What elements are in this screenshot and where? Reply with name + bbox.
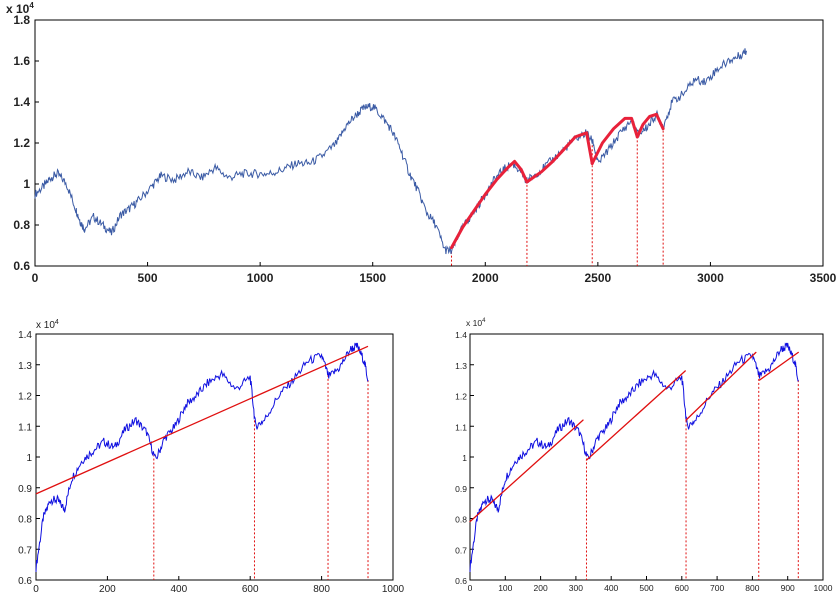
- y-tick-label: 1.2: [455, 392, 467, 402]
- x-tick-label: 800: [313, 584, 330, 595]
- y-tick-label: 0.8: [18, 515, 32, 526]
- x-tick-label: 200: [534, 583, 548, 593]
- y-tick-label: 1: [23, 177, 30, 191]
- price-series-line: [469, 342, 799, 573]
- y-tick-label: 1.2: [13, 136, 30, 150]
- x-tick-label: 300: [569, 583, 583, 593]
- trend-segment-line: [525, 131, 594, 184]
- x-tick-label: 800: [745, 583, 759, 593]
- price-series-line: [35, 342, 369, 573]
- y-tick-label: 1.8: [13, 13, 30, 27]
- x-tick-label: 3000: [697, 271, 724, 285]
- top-x-ticks: 0 500 1000 1500 2000 2500 3000 3500: [32, 262, 837, 285]
- x-tick-label: 500: [639, 583, 653, 593]
- trend-segment-line: [590, 116, 639, 165]
- trend-line: [35, 345, 369, 495]
- y-tick-label: 1.4: [455, 330, 467, 340]
- x-tick-label: 2000: [472, 271, 499, 285]
- x-tick-label: 100: [498, 583, 512, 593]
- top-series: [34, 48, 747, 255]
- trend-segment-line: [758, 351, 799, 381]
- y-tick-label: 0.8: [13, 218, 30, 232]
- y-tick-label: 0.8: [455, 515, 467, 525]
- top-exponent-label: x 104: [6, 1, 34, 16]
- y-tick-label: 1: [26, 453, 32, 464]
- bl-series: [35, 342, 369, 573]
- br-series: [469, 342, 799, 573]
- br-break-markers: [585, 374, 799, 580]
- y-tick-label: 1.1: [18, 422, 32, 433]
- y-tick-label: 0.6: [18, 576, 32, 587]
- y-tick-label: 0.6: [455, 576, 467, 586]
- y-tick-label: 1.2: [18, 392, 32, 403]
- x-tick-label: 600: [675, 583, 689, 593]
- y-tick-label: 1.3: [455, 361, 467, 371]
- x-tick-label: 700: [710, 583, 724, 593]
- x-tick-label: 500: [138, 271, 158, 285]
- y-tick-label: 0.7: [455, 545, 467, 555]
- br-x-ticks: 0 100 200 300 400 500 600 700 800 900 1000: [468, 576, 833, 593]
- y-tick-label: 1.3: [18, 361, 32, 372]
- trend-segment-line: [450, 159, 529, 250]
- y-tick-label: 0.9: [18, 484, 32, 495]
- br-exponent-label: x 104: [466, 318, 486, 328]
- bl-exponent-label: x 104: [36, 319, 59, 331]
- price-series-line: [34, 48, 747, 255]
- x-tick-label: 0: [32, 271, 39, 285]
- x-tick-label: 3500: [810, 271, 837, 285]
- x-tick-label: 400: [604, 583, 618, 593]
- y-tick-label: 0.9: [455, 484, 467, 494]
- bl-break-markers: [153, 374, 369, 580]
- y-tick-label: 0.7: [18, 545, 32, 556]
- y-tick-label: 1.4: [13, 95, 30, 109]
- x-tick-label: 0: [468, 583, 473, 593]
- bottom-right-panel: x 104 0 100 200 300 400 500 600 700 800 900 1000 0…: [455, 318, 833, 593]
- x-tick-label: 600: [242, 584, 259, 595]
- bl-y-ticks: 0.6 0.7 0.8 0.9 1 1.1 1.2 1.3 1.4: [18, 330, 40, 587]
- trend-segment-line: [585, 370, 686, 461]
- y-tick-label: 0.6: [13, 259, 30, 273]
- br-y-ticks: 0.6 0.7 0.8 0.9 1 1.1 1.2 1.3 1.4: [455, 330, 474, 586]
- trend-segment-line: [685, 351, 757, 421]
- y-tick-label: 1: [462, 453, 467, 463]
- y-tick-label: 1.1: [455, 422, 467, 432]
- trend-segment-line: [635, 112, 665, 139]
- x-tick-label: 400: [170, 584, 187, 595]
- x-tick-label: 200: [99, 584, 116, 595]
- top-panel: x 104 0 500 1000 1500 2000 2500 3000 3500 0.60.…: [6, 1, 837, 285]
- x-tick-label: 0: [33, 584, 39, 595]
- bl-x-ticks: 0 200 400 600 800 1000: [33, 576, 405, 595]
- x-tick-label: 1000: [247, 271, 274, 285]
- y-tick-label: 1.6: [13, 54, 30, 68]
- x-tick-label: 1000: [382, 584, 405, 595]
- top-axes-box: [34, 19, 824, 267]
- y-tick-label: 1.4: [18, 330, 32, 341]
- trend-segment-line: [469, 419, 584, 523]
- x-tick-label: 1500: [359, 271, 386, 285]
- top-y-ticks: 0.6 0.8 1 1.2 1.4 1.6 1.8: [13, 13, 39, 273]
- x-tick-label: 1000: [814, 583, 833, 593]
- x-tick-label: 2500: [585, 271, 612, 285]
- x-tick-label: 900: [781, 583, 795, 593]
- bottom-left-panel: x 104 0 200 400 600 800 1000 0.6 0.7 0.8 0.9 1 1.1…: [18, 319, 404, 595]
